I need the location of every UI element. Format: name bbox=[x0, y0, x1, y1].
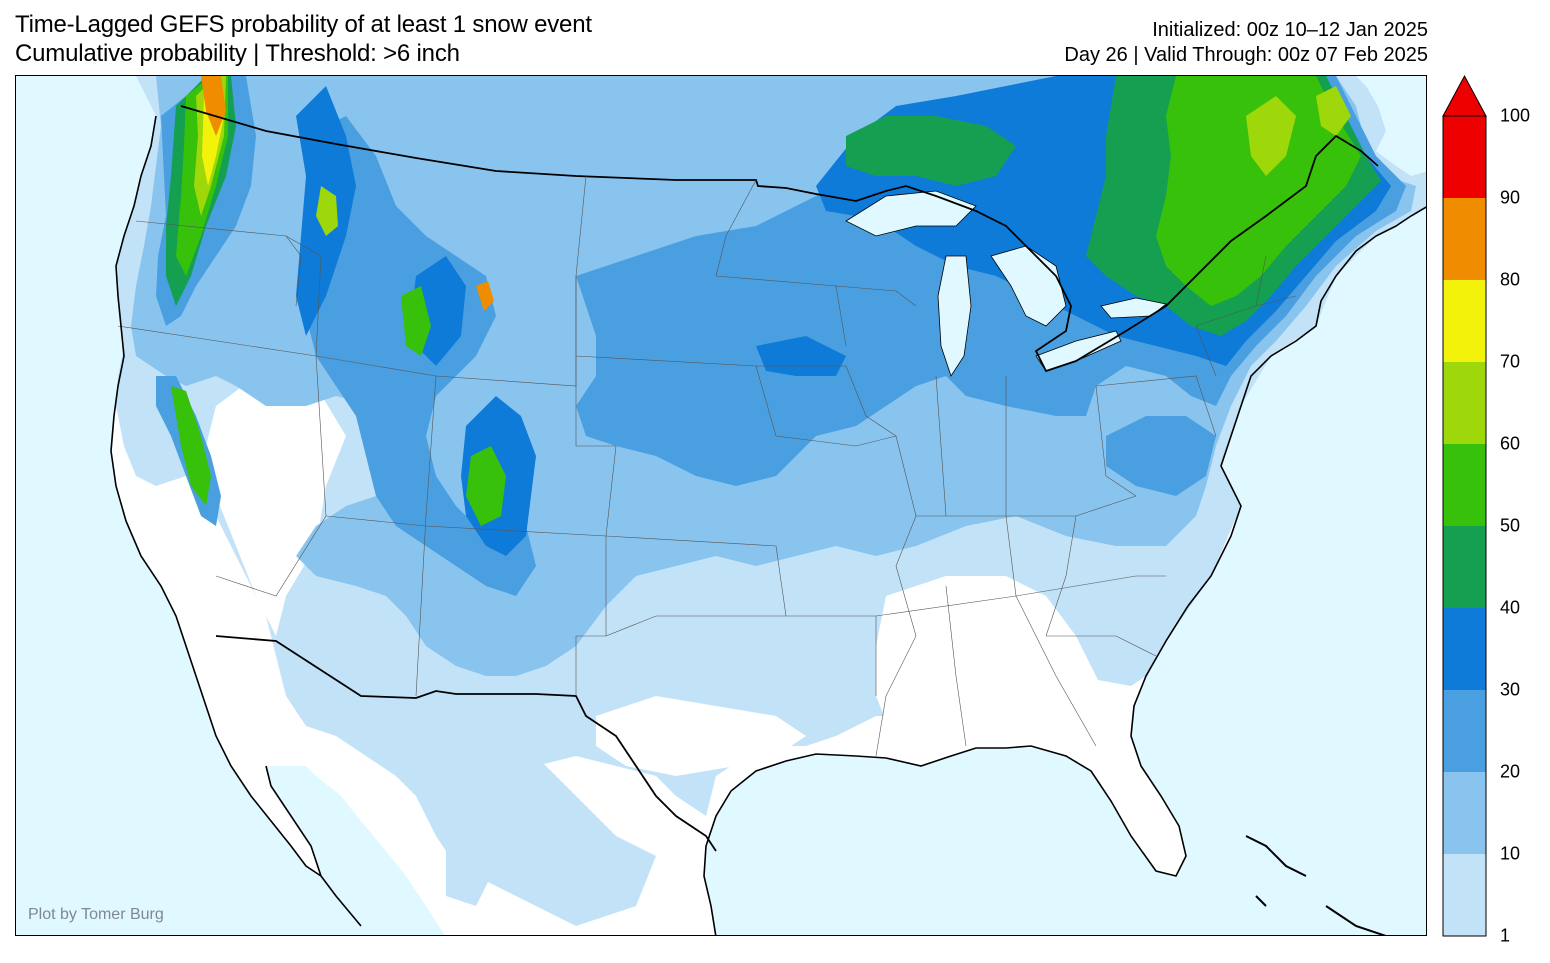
colorbar-tick-label: 70 bbox=[1500, 351, 1521, 372]
map-title: Time-Lagged GEFS probability of at least… bbox=[15, 10, 592, 68]
contour-level-6-idaho bbox=[401, 286, 431, 356]
init-line-1: Initialized: 00z 10–12 Jan 2025 bbox=[1152, 19, 1428, 41]
colorbar-tick-label: 90 bbox=[1500, 187, 1521, 208]
colorbar-band bbox=[1443, 608, 1486, 690]
coastline-gulf bbox=[703, 206, 1426, 935]
colorbar-tick-label: 10 bbox=[1500, 843, 1521, 864]
colorbar-extend-arrow bbox=[1442, 74, 1487, 117]
caribbean-islands bbox=[1245, 835, 1387, 935]
contour-level-7-vermont bbox=[1246, 96, 1296, 176]
colorbar-tick-label: 100 bbox=[1500, 105, 1531, 126]
state-borders bbox=[117, 175, 1297, 757]
colorbar-band bbox=[1443, 854, 1486, 936]
colorbar-band bbox=[1443, 362, 1486, 444]
colorbar-tick-label: 50 bbox=[1500, 515, 1521, 536]
lake-superior bbox=[845, 190, 977, 237]
contour-level-5-glakes bbox=[846, 116, 1016, 186]
colorbar-tick-label: 60 bbox=[1500, 433, 1521, 454]
contour-level-7-wy bbox=[316, 186, 338, 236]
contour-level-9-mt bbox=[476, 281, 494, 311]
colorbar-tick-label: 20 bbox=[1500, 761, 1521, 782]
title-line-2: Cumulative probability | Threshold: >6 i… bbox=[15, 40, 460, 67]
border-us-canada bbox=[180, 105, 1379, 373]
colorbar-tick-label: 30 bbox=[1500, 679, 1521, 700]
title-line-1: Time-Lagged GEFS probability of at least… bbox=[15, 11, 592, 38]
contour-level-7-maine bbox=[1316, 86, 1351, 136]
map-svg bbox=[16, 76, 1426, 935]
colorbar-tick-label: 80 bbox=[1500, 269, 1521, 290]
contour-level-1-tx bbox=[446, 806, 496, 906]
colorbar-outline bbox=[1442, 115, 1487, 937]
lake-michigan bbox=[937, 255, 972, 377]
contour-level-6-northeast bbox=[1156, 76, 1361, 306]
plot-credit: Plot by Tomer Burg bbox=[28, 906, 164, 923]
colorbar-band bbox=[1443, 116, 1486, 198]
colorbar-band bbox=[1443, 772, 1486, 854]
hole-texas bbox=[596, 696, 806, 776]
colorbar-tick-label: 40 bbox=[1500, 597, 1521, 618]
contour-level-6-colorado bbox=[466, 446, 506, 526]
init-info: Initialized: 00z 10–12 Jan 2025 Day 26 |… bbox=[1064, 18, 1428, 68]
colorbar-band bbox=[1443, 526, 1486, 608]
colorbar-band bbox=[1443, 444, 1486, 526]
map-panel: Plot by Tomer Burg bbox=[15, 75, 1427, 936]
hole-southwest bbox=[206, 376, 346, 636]
colorbar-band bbox=[1443, 198, 1486, 280]
init-line-2: Day 26 | Valid Through: 00z 07 Feb 2025 bbox=[1064, 44, 1428, 66]
hole-southeast bbox=[876, 576, 1116, 756]
contour-level-6-sierra bbox=[171, 386, 211, 506]
baja-coast bbox=[265, 765, 362, 927]
contour-level-9-wa bbox=[201, 76, 226, 136]
colorbar-band bbox=[1443, 690, 1486, 772]
contour-level-1-south bbox=[436, 756, 656, 926]
contour-level-3-appalachia bbox=[1106, 416, 1216, 496]
colorbar-band bbox=[1443, 280, 1486, 362]
colorbar-tick-label: 1 bbox=[1500, 925, 1511, 946]
coastline bbox=[110, 115, 322, 877]
